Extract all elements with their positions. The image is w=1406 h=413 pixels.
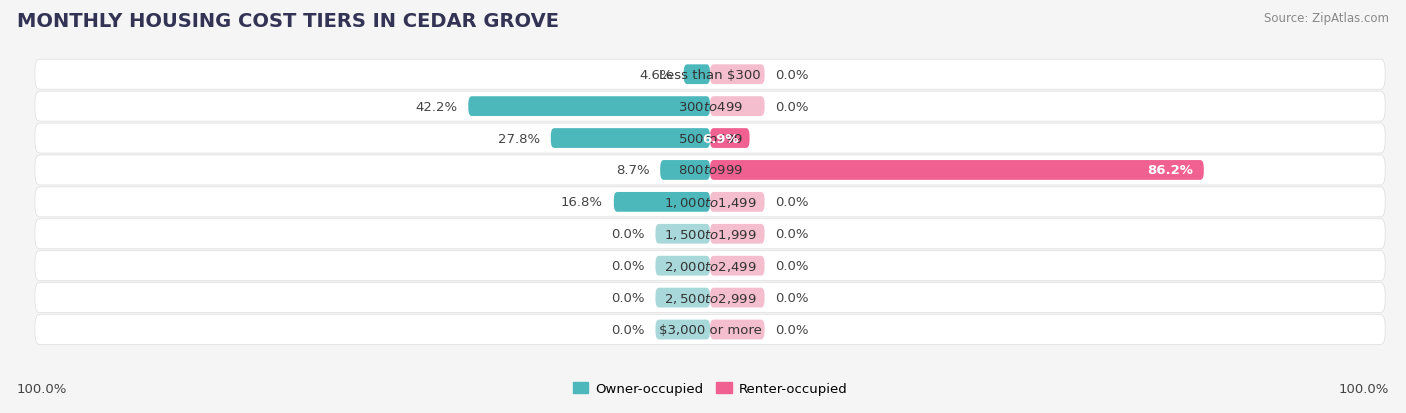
Text: 0.0%: 0.0% [776, 100, 808, 113]
FancyBboxPatch shape [661, 161, 710, 180]
FancyBboxPatch shape [35, 219, 1385, 249]
Text: MONTHLY HOUSING COST TIERS IN CEDAR GROVE: MONTHLY HOUSING COST TIERS IN CEDAR GROV… [17, 12, 558, 31]
Text: Source: ZipAtlas.com: Source: ZipAtlas.com [1264, 12, 1389, 25]
Text: Less than $300: Less than $300 [659, 69, 761, 81]
Text: 0.0%: 0.0% [776, 292, 808, 304]
Text: 6.9%: 6.9% [702, 132, 738, 145]
Text: 0.0%: 0.0% [612, 292, 644, 304]
FancyBboxPatch shape [551, 129, 710, 149]
Text: 0.0%: 0.0% [612, 228, 644, 241]
FancyBboxPatch shape [35, 156, 1385, 185]
FancyBboxPatch shape [35, 315, 1385, 345]
FancyBboxPatch shape [655, 224, 710, 244]
FancyBboxPatch shape [655, 320, 710, 339]
FancyBboxPatch shape [468, 97, 710, 117]
FancyBboxPatch shape [710, 256, 765, 276]
Text: 0.0%: 0.0% [776, 228, 808, 241]
FancyBboxPatch shape [710, 192, 765, 212]
Text: 100.0%: 100.0% [17, 382, 67, 395]
FancyBboxPatch shape [655, 256, 710, 276]
FancyBboxPatch shape [35, 251, 1385, 281]
FancyBboxPatch shape [710, 161, 1204, 180]
Text: $1,000 to $1,499: $1,000 to $1,499 [664, 195, 756, 209]
FancyBboxPatch shape [35, 92, 1385, 122]
Text: 100.0%: 100.0% [1339, 382, 1389, 395]
FancyBboxPatch shape [710, 224, 765, 244]
FancyBboxPatch shape [614, 192, 710, 212]
FancyBboxPatch shape [710, 129, 749, 149]
Text: 27.8%: 27.8% [498, 132, 540, 145]
FancyBboxPatch shape [35, 60, 1385, 90]
FancyBboxPatch shape [683, 65, 710, 85]
Text: $2,500 to $2,999: $2,500 to $2,999 [664, 291, 756, 305]
Text: $2,000 to $2,499: $2,000 to $2,499 [664, 259, 756, 273]
Text: 42.2%: 42.2% [415, 100, 457, 113]
Text: 0.0%: 0.0% [612, 259, 644, 273]
FancyBboxPatch shape [710, 320, 765, 339]
Text: $800 to $999: $800 to $999 [678, 164, 742, 177]
FancyBboxPatch shape [35, 124, 1385, 154]
FancyBboxPatch shape [710, 65, 765, 85]
FancyBboxPatch shape [710, 288, 765, 308]
FancyBboxPatch shape [35, 188, 1385, 217]
Text: 0.0%: 0.0% [776, 196, 808, 209]
Text: 0.0%: 0.0% [776, 69, 808, 81]
FancyBboxPatch shape [35, 283, 1385, 313]
FancyBboxPatch shape [710, 97, 765, 117]
Text: $3,000 or more: $3,000 or more [658, 323, 762, 336]
Legend: Owner-occupied, Renter-occupied: Owner-occupied, Renter-occupied [567, 377, 853, 401]
Text: $1,500 to $1,999: $1,500 to $1,999 [664, 227, 756, 241]
Text: $500 to $799: $500 to $799 [678, 132, 742, 145]
Text: 4.6%: 4.6% [640, 69, 672, 81]
Text: 8.7%: 8.7% [616, 164, 650, 177]
Text: 0.0%: 0.0% [776, 259, 808, 273]
Text: 86.2%: 86.2% [1147, 164, 1192, 177]
Text: $300 to $499: $300 to $499 [678, 100, 742, 113]
Text: 16.8%: 16.8% [561, 196, 603, 209]
Text: 0.0%: 0.0% [612, 323, 644, 336]
FancyBboxPatch shape [655, 288, 710, 308]
Text: 0.0%: 0.0% [776, 323, 808, 336]
